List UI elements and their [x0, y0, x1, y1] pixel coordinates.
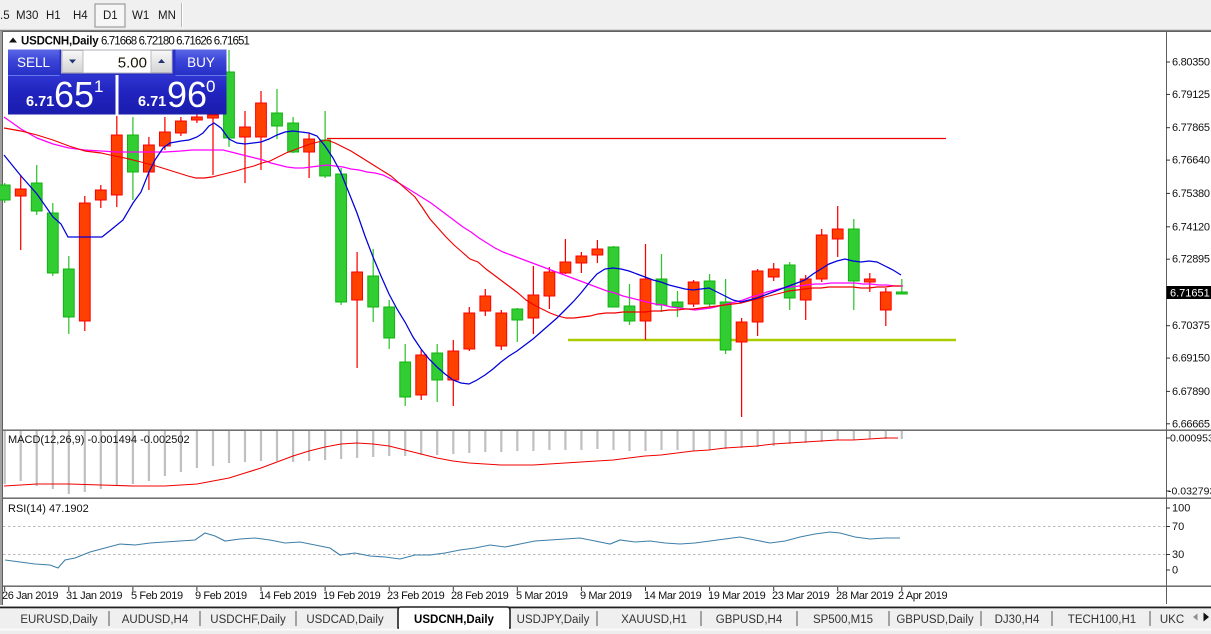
svg-text:MN: MN: [158, 10, 176, 22]
svg-text:1: 1: [94, 77, 103, 96]
svg-text:6.71651: 6.71651: [1170, 288, 1210, 300]
svg-text:SP500,M15: SP500,M15: [813, 614, 873, 626]
svg-text:0.000953: 0.000953: [1170, 433, 1211, 445]
svg-text:0: 0: [1172, 565, 1178, 577]
svg-text:6.72895: 6.72895: [1172, 254, 1210, 266]
svg-text:6.70375: 6.70375: [1172, 320, 1210, 332]
svg-text:USDCNH,Daily: USDCNH,Daily: [21, 36, 99, 48]
svg-text:65: 65: [54, 74, 94, 115]
svg-text:6.66665: 6.66665: [1172, 418, 1210, 430]
svg-text:14 Feb 2019: 14 Feb 2019: [259, 590, 317, 602]
svg-text:6.80350: 6.80350: [1172, 57, 1210, 69]
svg-text:96: 96: [167, 74, 207, 115]
svg-text:9 Feb 2019: 9 Feb 2019: [195, 590, 247, 602]
svg-text:19 Feb 2019: 19 Feb 2019: [323, 590, 381, 602]
svg-text:.5: .5: [0, 10, 10, 22]
svg-text:14 Mar 2019: 14 Mar 2019: [644, 590, 702, 602]
svg-text:6.71668 6.72180 6.71626 6.7165: 6.71668 6.72180 6.71626 6.71651: [101, 36, 249, 48]
svg-text:USDCNH,Daily: USDCNH,Daily: [414, 614, 494, 626]
svg-text:28 Feb 2019: 28 Feb 2019: [451, 590, 509, 602]
svg-text:6.75380: 6.75380: [1172, 188, 1210, 200]
svg-text:D1: D1: [103, 10, 118, 22]
svg-text:H4: H4: [73, 10, 88, 22]
svg-text:H1: H1: [46, 10, 61, 22]
svg-text:23 Mar 2019: 23 Mar 2019: [772, 590, 830, 602]
svg-text:5 Feb 2019: 5 Feb 2019: [131, 590, 183, 602]
svg-text:USDJPY,Daily: USDJPY,Daily: [517, 614, 590, 626]
svg-text:W1: W1: [132, 10, 149, 22]
svg-text:5.00: 5.00: [118, 55, 147, 72]
svg-text:26 Jan 2019: 26 Jan 2019: [2, 590, 58, 602]
svg-text:GBPUSD,Daily: GBPUSD,Daily: [896, 614, 974, 626]
svg-text:100: 100: [1172, 503, 1190, 515]
svg-text:DJ30,H4: DJ30,H4: [995, 614, 1040, 626]
svg-text:5 Mar 2019: 5 Mar 2019: [516, 590, 568, 602]
svg-text:SELL: SELL: [17, 55, 51, 70]
svg-text:6.77865: 6.77865: [1172, 122, 1210, 134]
svg-text:RSI(14) 47.1902: RSI(14) 47.1902: [8, 503, 89, 515]
svg-text:2 Apr 2019: 2 Apr 2019: [898, 590, 947, 602]
svg-text:AUDUSD,H4: AUDUSD,H4: [122, 614, 189, 626]
svg-text:0: 0: [206, 77, 215, 96]
svg-text:TECH100,H1: TECH100,H1: [1068, 614, 1136, 626]
svg-text:70: 70: [1172, 521, 1184, 533]
svg-text:6.76640: 6.76640: [1172, 155, 1210, 167]
svg-text:EURUSD,Daily: EURUSD,Daily: [20, 614, 98, 626]
svg-text:GBPUSD,H4: GBPUSD,H4: [716, 614, 783, 626]
svg-text:31 Jan 2019: 31 Jan 2019: [66, 590, 122, 602]
svg-text:6.71: 6.71: [26, 94, 54, 110]
svg-text:-0.032793: -0.032793: [1168, 486, 1211, 498]
svg-text:30: 30: [1172, 549, 1184, 561]
svg-text:USDCHF,Daily: USDCHF,Daily: [210, 614, 286, 626]
svg-text:6.71: 6.71: [138, 94, 166, 110]
svg-text:M30: M30: [16, 10, 38, 22]
svg-text:28 Mar 2019: 28 Mar 2019: [836, 590, 894, 602]
svg-text:6.69150: 6.69150: [1172, 353, 1210, 365]
svg-text:XAUUSD,H1: XAUUSD,H1: [621, 614, 687, 626]
svg-text:BUY: BUY: [187, 55, 215, 70]
svg-text:UKC: UKC: [1160, 614, 1184, 626]
svg-text:USDCAD,Daily: USDCAD,Daily: [306, 614, 384, 626]
svg-text:6.67890: 6.67890: [1172, 386, 1210, 398]
svg-text:MACD(12,26,9) -0.001494 -0.002: MACD(12,26,9) -0.001494 -0.002502: [8, 434, 190, 446]
svg-text:9 Mar 2019: 9 Mar 2019: [580, 590, 632, 602]
svg-text:23 Feb 2019: 23 Feb 2019: [387, 590, 445, 602]
svg-text:6.79125: 6.79125: [1172, 89, 1210, 101]
svg-text:19 Mar 2019: 19 Mar 2019: [708, 590, 766, 602]
svg-text:6.74120: 6.74120: [1172, 221, 1210, 233]
